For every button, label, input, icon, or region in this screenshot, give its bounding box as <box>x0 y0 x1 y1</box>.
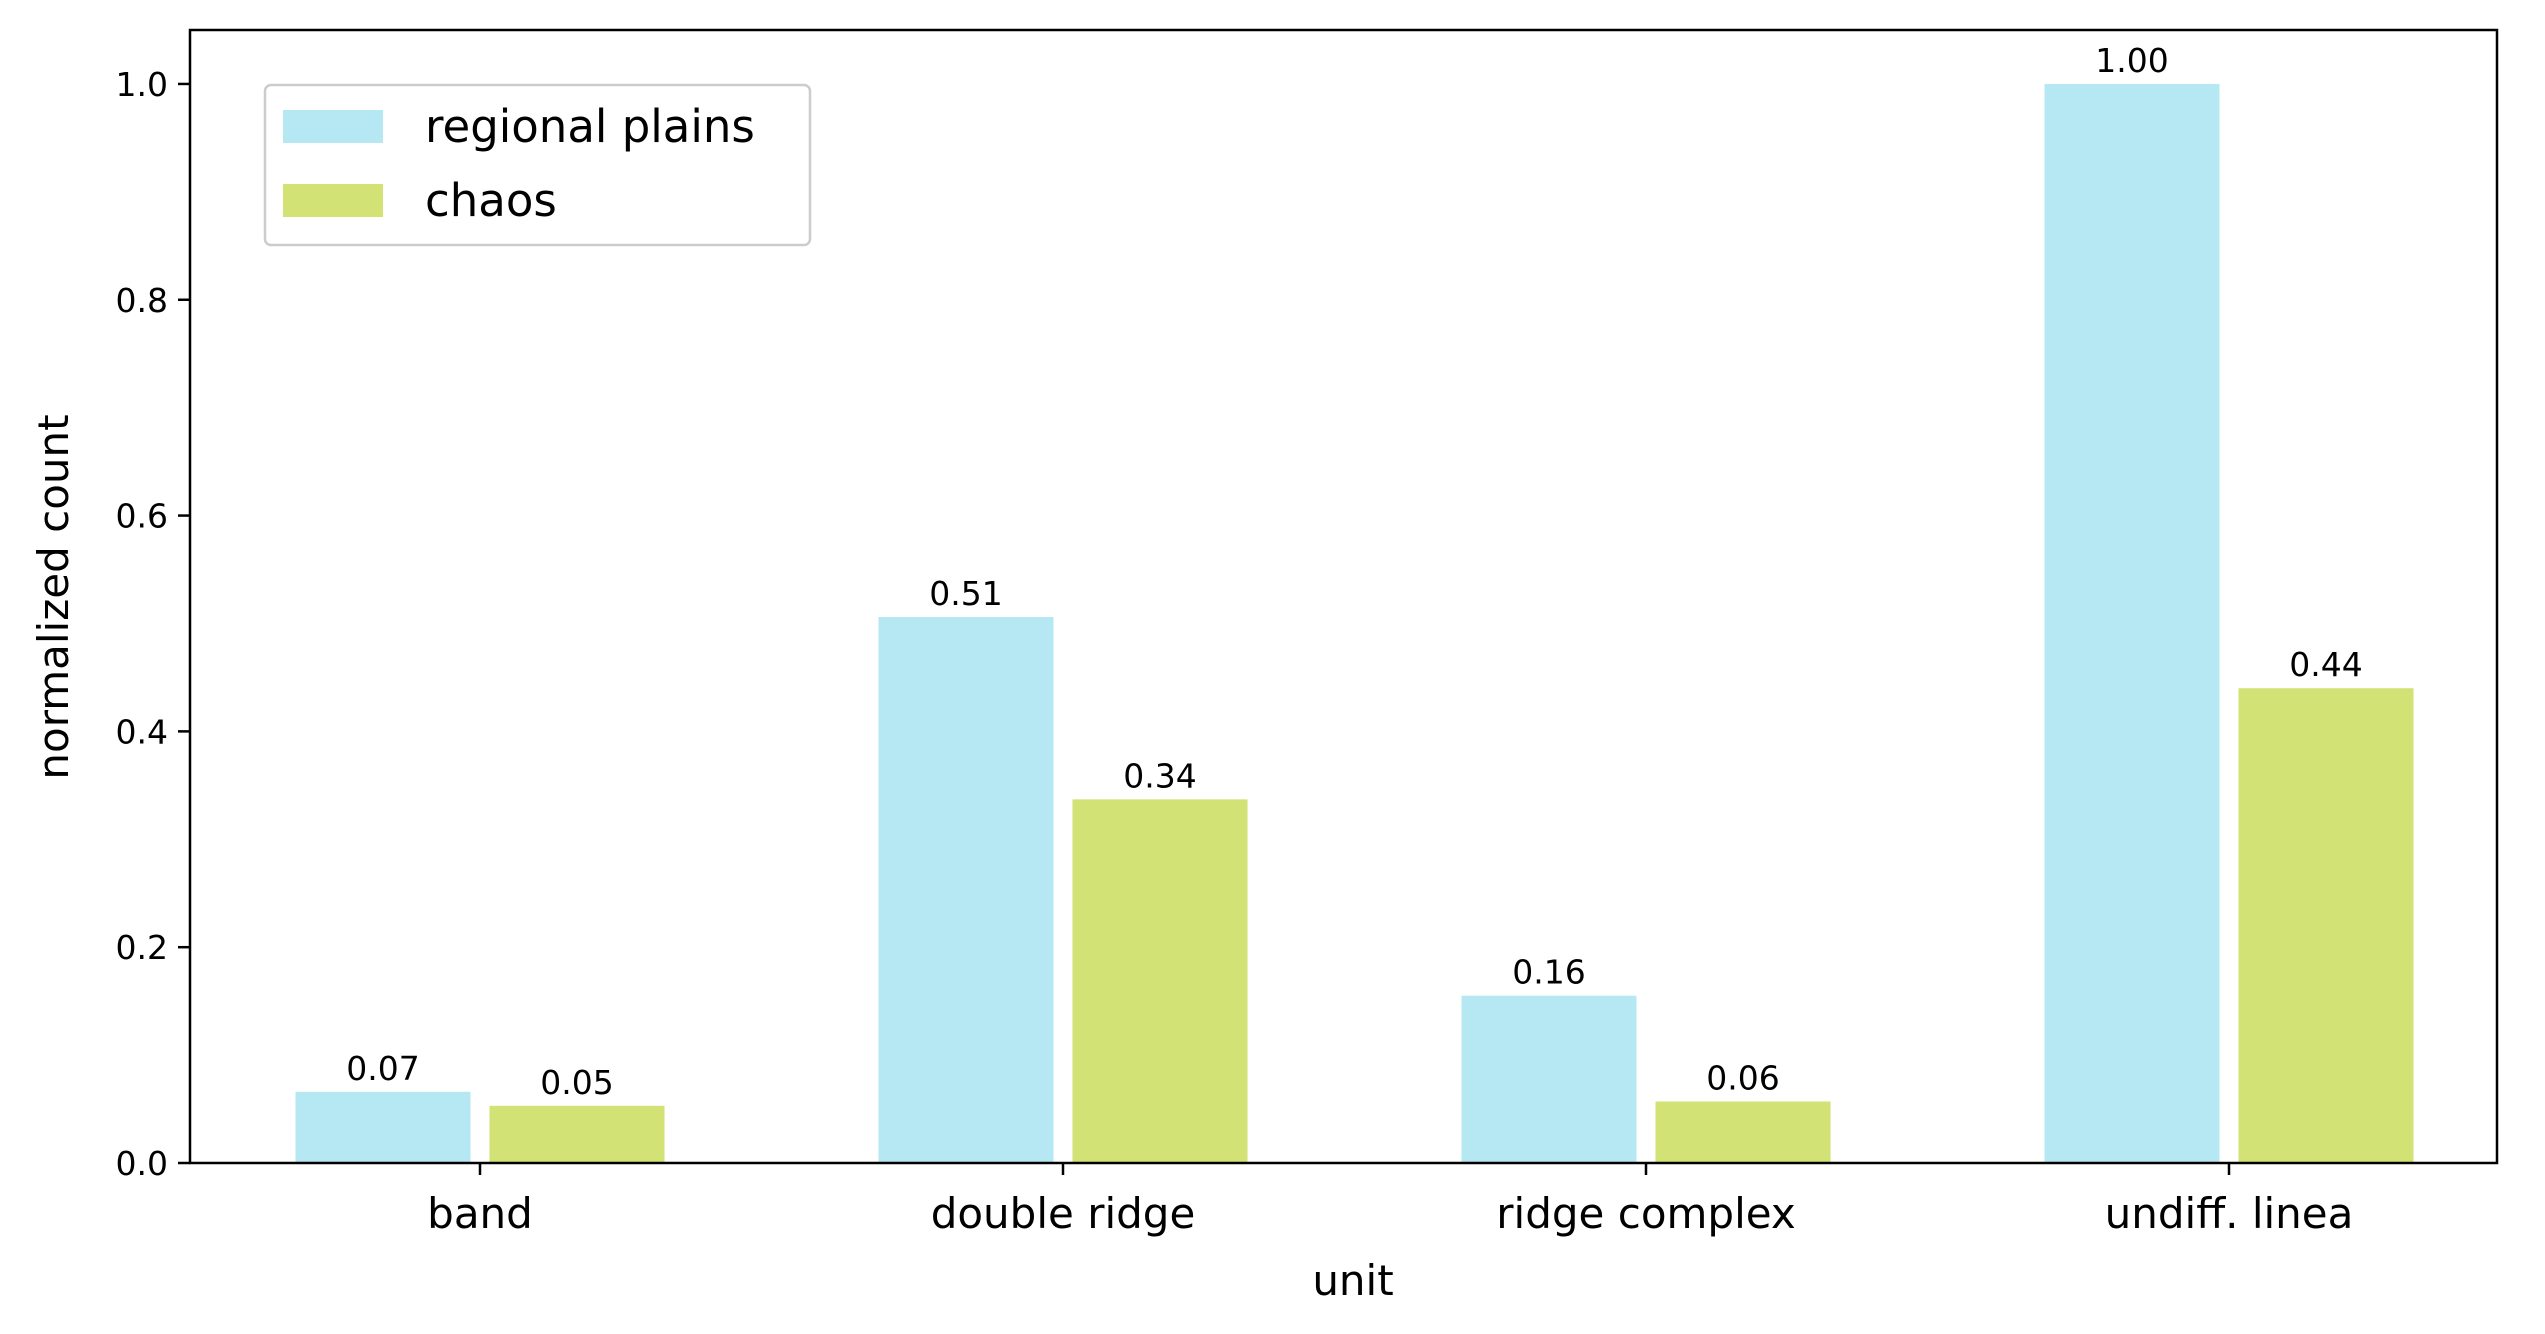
x-tick-label: ridge complex <box>1496 1189 1795 1238</box>
bar-chaos-3 <box>2238 688 2414 1163</box>
legend-label: regional plains <box>425 100 755 153</box>
bars-layer <box>295 83 2414 1163</box>
y-tick-label: 0.0 <box>116 1144 168 1183</box>
plot-frame <box>188 28 2499 1165</box>
bar-chaos-2 <box>1655 1101 1831 1163</box>
y-tick-label: 0.2 <box>116 928 168 967</box>
y-tick-label: 1.0 <box>116 65 168 104</box>
y-tick-label: 0.8 <box>116 281 168 320</box>
bar-chaos-0 <box>489 1105 665 1163</box>
bar-regional-plains-0 <box>295 1091 471 1163</box>
x-axis-ticks: band double ridge ridge complex undiff. lin… <box>427 1163 2353 1238</box>
bar-regional-plains-2 <box>1461 995 1637 1163</box>
x-axis-label: unit <box>1312 1256 1393 1305</box>
bar-value-label: 1.00 <box>2095 41 2168 80</box>
y-tick-label: 0.6 <box>116 497 168 536</box>
bar-value-label: 0.07 <box>346 1049 419 1088</box>
bar-chaos-1 <box>1072 799 1248 1163</box>
bar-value-label: 0.51 <box>929 574 1002 613</box>
y-axis-ticks: 0.0 0.2 0.4 0.6 0.8 1.0 <box>116 65 190 1183</box>
bar-regional-plains-3 <box>2044 83 2220 1163</box>
bar-value-label: 0.05 <box>540 1063 613 1102</box>
y-axis-label: normalized count <box>29 414 78 779</box>
x-tick-label: double ridge <box>931 1189 1196 1238</box>
legend-swatch-regional-plains <box>283 110 383 143</box>
legend-box <box>263 83 812 247</box>
x-tick-label: band <box>427 1189 533 1238</box>
value-labels-layer: 0.07 0.51 0.16 1.00 0.05 0.34 0.06 0.44 <box>346 41 2362 1102</box>
legend: regional plains chaos <box>263 83 812 247</box>
y-tick-label: 0.4 <box>116 712 168 751</box>
legend-swatch-chaos <box>283 184 383 217</box>
bar-value-label: 0.06 <box>1706 1058 1779 1097</box>
bar-value-label: 0.34 <box>1123 756 1196 795</box>
x-tick-label: undiff. linea <box>2105 1189 2354 1238</box>
legend-label: chaos <box>425 174 557 227</box>
bar-regional-plains-1 <box>878 617 1054 1163</box>
bar-value-label: 0.44 <box>2289 645 2362 684</box>
bar-value-label: 0.16 <box>1512 953 1585 992</box>
